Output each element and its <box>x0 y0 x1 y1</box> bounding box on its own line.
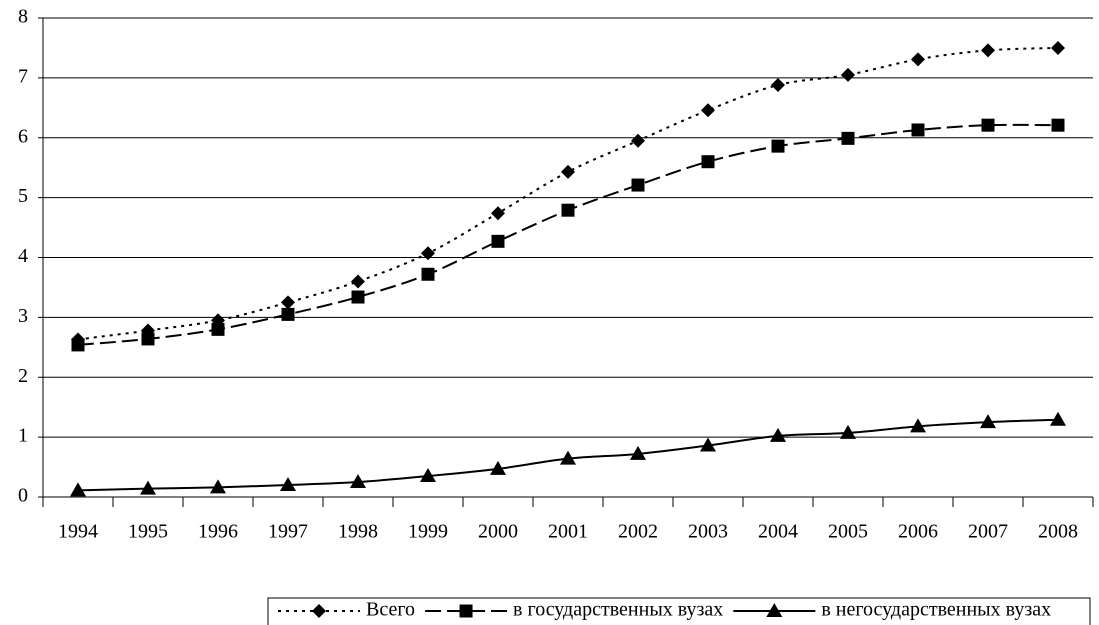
marker <box>910 418 926 433</box>
marker <box>1051 40 1065 55</box>
marker <box>560 450 576 465</box>
marker <box>421 246 435 261</box>
series-line <box>77 123 1059 346</box>
marker <box>841 67 855 82</box>
marker <box>841 131 855 145</box>
marker <box>281 307 295 321</box>
marker <box>981 118 995 132</box>
marker <box>1051 118 1065 132</box>
x-tick-label: 1999 <box>408 521 448 543</box>
y-tick-label: 7 <box>18 65 28 87</box>
marker <box>141 332 155 346</box>
y-tick-label: 6 <box>18 125 28 147</box>
legend-label: в негосударственных вузах <box>821 599 1051 621</box>
marker <box>981 43 995 58</box>
x-tick-label: 2003 <box>688 521 728 543</box>
marker <box>770 427 786 442</box>
marker <box>351 274 365 289</box>
x-tick-label: 2006 <box>898 521 938 543</box>
x-tick-label: 1995 <box>128 521 168 543</box>
marker <box>210 479 226 494</box>
marker <box>766 603 783 617</box>
legend-box <box>267 597 1091 625</box>
marker <box>350 474 366 489</box>
y-tick-label: 8 <box>18 6 28 28</box>
marker <box>911 52 925 67</box>
marker <box>630 445 646 460</box>
marker <box>351 290 365 304</box>
marker <box>312 604 326 618</box>
marker <box>70 482 86 497</box>
marker <box>980 414 996 429</box>
x-tick-label: 2004 <box>758 521 798 543</box>
marker <box>420 468 436 483</box>
x-tick-label: 1996 <box>198 521 238 543</box>
marker <box>281 295 295 310</box>
x-tick-label: 2007 <box>968 521 1008 543</box>
marker <box>701 103 715 118</box>
marker <box>840 424 856 439</box>
marker <box>211 322 225 336</box>
marker <box>771 139 785 153</box>
y-tick-label: 4 <box>18 245 28 267</box>
y-tick-label: 3 <box>18 305 28 327</box>
marker <box>490 460 506 475</box>
x-tick-label: 1998 <box>338 521 378 543</box>
y-tick-label: 2 <box>18 365 28 387</box>
marker <box>1050 411 1066 426</box>
marker <box>459 604 473 618</box>
x-tick-label: 2001 <box>548 521 588 543</box>
marker <box>491 234 505 248</box>
marker <box>561 164 575 179</box>
x-tick-label: 1997 <box>268 521 308 543</box>
marker <box>421 267 435 281</box>
marker <box>771 78 785 93</box>
marker <box>561 203 575 217</box>
x-tick-label: 2002 <box>618 521 658 543</box>
y-tick-label: 0 <box>18 485 28 507</box>
legend-label: Всего <box>366 599 415 621</box>
legend-label: в государственных вузах <box>513 599 723 621</box>
marker <box>71 338 85 352</box>
x-tick-label: 2008 <box>1038 521 1078 543</box>
marker <box>631 133 645 148</box>
y-tick-label: 1 <box>18 425 28 447</box>
marker <box>491 206 505 221</box>
marker <box>700 437 716 452</box>
marker <box>911 123 925 137</box>
x-tick-label: 2005 <box>828 521 868 543</box>
marker <box>280 477 296 492</box>
marker <box>631 178 645 192</box>
x-tick-label: 1994 <box>58 521 98 543</box>
x-tick-label: 2000 <box>478 521 518 543</box>
marker <box>701 155 715 169</box>
y-tick-label: 5 <box>18 185 28 207</box>
marker <box>140 480 156 495</box>
series-line <box>77 46 1059 341</box>
